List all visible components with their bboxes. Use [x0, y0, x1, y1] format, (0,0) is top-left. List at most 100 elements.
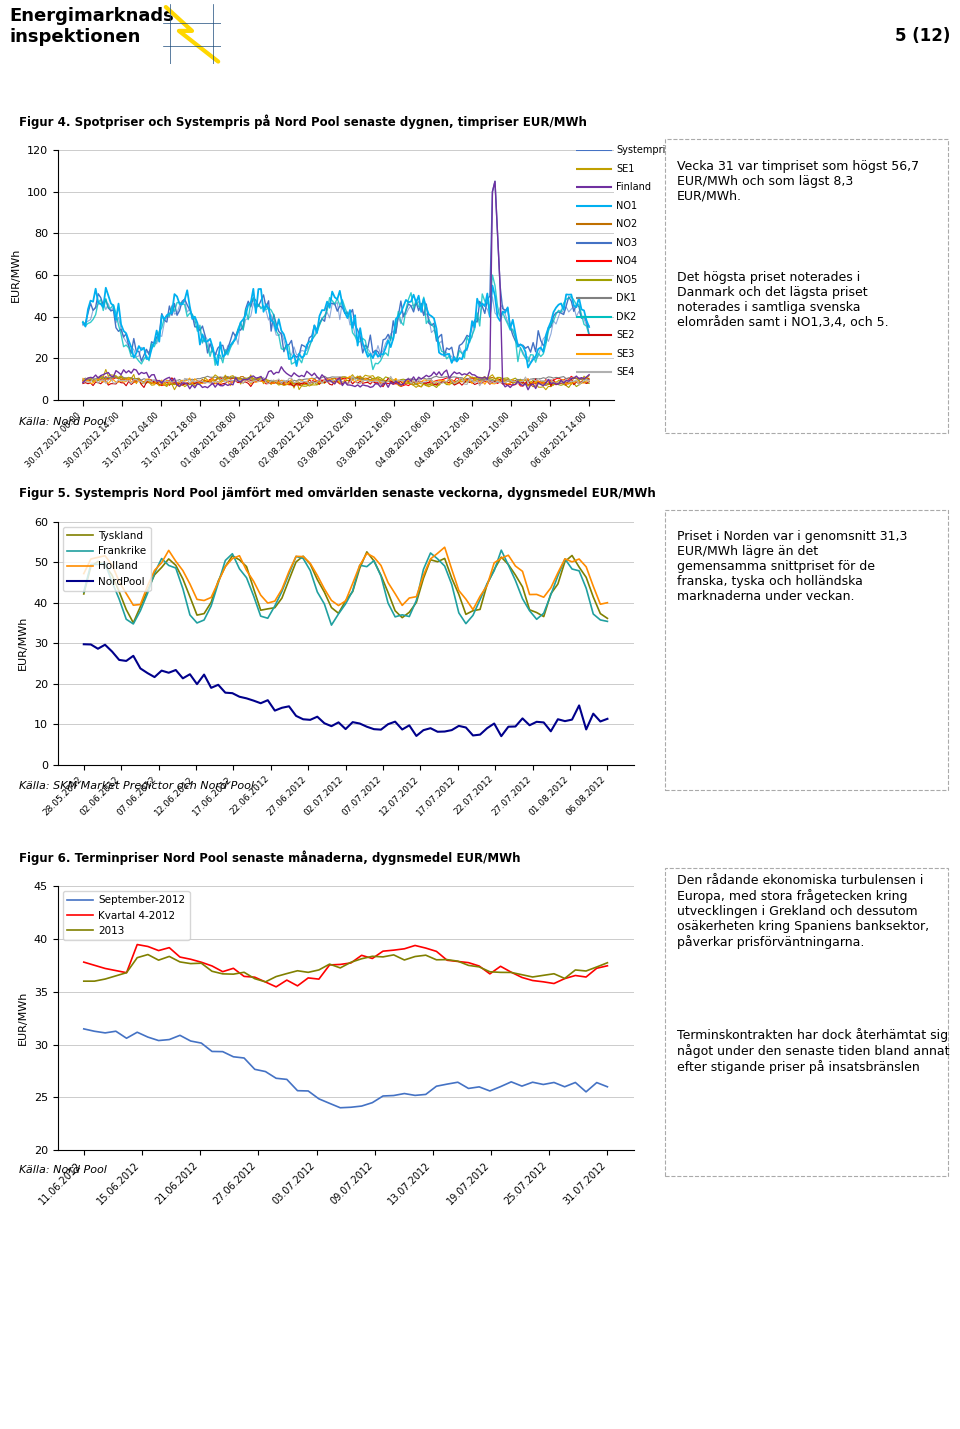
Holland: [602, 594, 613, 612]
September-2012: [260, 1063, 272, 1080]
Kvartal 4-2012: [271, 979, 282, 996]
September-2012: [559, 1079, 570, 1096]
Kvartal 4-2012: [494, 957, 506, 975]
Kvartal 4-2012: [484, 966, 495, 983]
Line: Kvartal 4-2012: Kvartal 4-2012: [84, 945, 608, 987]
Legend: Tyskland, Frankrike, Holland, NordPool: Tyskland, Frankrike, Holland, NordPool: [62, 527, 151, 590]
September-2012: [527, 1073, 539, 1090]
Text: Terminskontrakten har dock återhämtat sig något under den senaste tiden bland an: Terminskontrakten har dock återhämtat si…: [677, 1027, 949, 1075]
Kvartal 4-2012: [398, 940, 410, 957]
2013: [559, 970, 570, 987]
Holland: [439, 539, 450, 556]
Kvartal 4-2012: [281, 972, 293, 989]
September-2012: [538, 1076, 549, 1093]
September-2012: [292, 1082, 303, 1099]
September-2012: [334, 1099, 346, 1116]
Y-axis label: EUR/MWh: EUR/MWh: [18, 990, 28, 1046]
Text: Finland: Finland: [616, 181, 651, 191]
Tyskland: [78, 586, 89, 603]
September-2012: [153, 1032, 164, 1049]
Frankrike: [78, 583, 89, 600]
Kvartal 4-2012: [292, 977, 303, 995]
September-2012: [88, 1023, 100, 1040]
2013: [569, 962, 581, 979]
Holland: [560, 550, 571, 567]
Kvartal 4-2012: [313, 970, 324, 987]
September-2012: [78, 1020, 89, 1037]
2013: [398, 952, 410, 969]
2013: [163, 947, 175, 965]
Tyskland: [524, 602, 536, 619]
Text: DK2: DK2: [616, 312, 636, 322]
2013: [260, 973, 272, 990]
2013: [591, 959, 603, 976]
September-2012: [506, 1073, 517, 1090]
NordPool: [503, 719, 515, 736]
NordPool: [552, 710, 564, 727]
Kvartal 4-2012: [88, 957, 100, 975]
Text: Den rådande ekonomiska turbulensen i Europa, med stora frågetecken kring utveckl: Den rådande ekonomiska turbulensen i Eur…: [677, 875, 929, 949]
2013: [452, 953, 464, 970]
Kvartal 4-2012: [238, 967, 250, 985]
2013: [185, 955, 197, 972]
2013: [292, 962, 303, 979]
Tyskland: [560, 553, 571, 570]
Text: Vecka 31 var timpriset som högst 56,7
EUR/MWh och som lägst 8,3
EUR/MWh.: Vecka 31 var timpriset som högst 56,7 EU…: [677, 160, 919, 203]
September-2012: [473, 1079, 485, 1096]
September-2012: [324, 1095, 335, 1112]
2013: [494, 963, 506, 980]
2013: [527, 969, 539, 986]
NordPool: [120, 653, 132, 670]
2013: [121, 965, 132, 982]
September-2012: [174, 1027, 185, 1045]
September-2012: [110, 1023, 122, 1040]
Text: Figur 5. Systempris Nord Pool jämfört med omvärlden senaste veckorna, dygnsmedel: Figur 5. Systempris Nord Pool jämfört me…: [19, 486, 656, 500]
September-2012: [484, 1082, 495, 1099]
Frankrike: [510, 572, 521, 589]
Text: Systempris: Systempris: [616, 146, 671, 154]
Text: SE3: SE3: [616, 349, 635, 359]
Frankrike: [120, 610, 132, 627]
2013: [346, 953, 357, 970]
2013: [484, 963, 495, 980]
2013: [324, 956, 335, 973]
Kvartal 4-2012: [527, 972, 539, 989]
2013: [206, 963, 218, 980]
Kvartal 4-2012: [346, 955, 357, 972]
Tyskland: [602, 610, 613, 627]
Kvartal 4-2012: [206, 957, 218, 975]
September-2012: [367, 1095, 378, 1112]
Y-axis label: EUR/MWh: EUR/MWh: [18, 616, 28, 670]
September-2012: [494, 1077, 506, 1095]
September-2012: [163, 1030, 175, 1047]
Holland: [524, 586, 536, 603]
Legend: September-2012, Kvartal 4-2012, 2013: September-2012, Kvartal 4-2012, 2013: [62, 892, 189, 940]
Kvartal 4-2012: [602, 957, 613, 975]
Kvartal 4-2012: [185, 950, 197, 967]
2013: [174, 953, 185, 970]
Frankrike: [560, 550, 571, 567]
2013: [377, 949, 389, 966]
September-2012: [100, 1025, 111, 1042]
NordPool: [516, 710, 528, 727]
NordPool: [602, 710, 613, 727]
September-2012: [281, 1070, 293, 1087]
Tyskland: [510, 566, 521, 583]
September-2012: [602, 1079, 613, 1096]
2013: [431, 952, 443, 969]
2013: [271, 967, 282, 985]
2013: [238, 963, 250, 980]
Line: Holland: Holland: [84, 547, 608, 610]
2013: [420, 946, 431, 963]
2013: [548, 965, 560, 982]
Line: Frankrike: Frankrike: [84, 550, 608, 624]
September-2012: [271, 1070, 282, 1087]
2013: [463, 957, 474, 975]
Text: Det högsta priset noterades i
Danmark och det lägsta priset
noterades i samtliga: Det högsta priset noterades i Danmark oc…: [677, 272, 888, 329]
September-2012: [580, 1083, 591, 1100]
2013: [78, 973, 89, 990]
September-2012: [431, 1077, 443, 1095]
Line: September-2012: September-2012: [84, 1029, 608, 1107]
Kvartal 4-2012: [260, 973, 272, 990]
Kvartal 4-2012: [473, 957, 485, 975]
